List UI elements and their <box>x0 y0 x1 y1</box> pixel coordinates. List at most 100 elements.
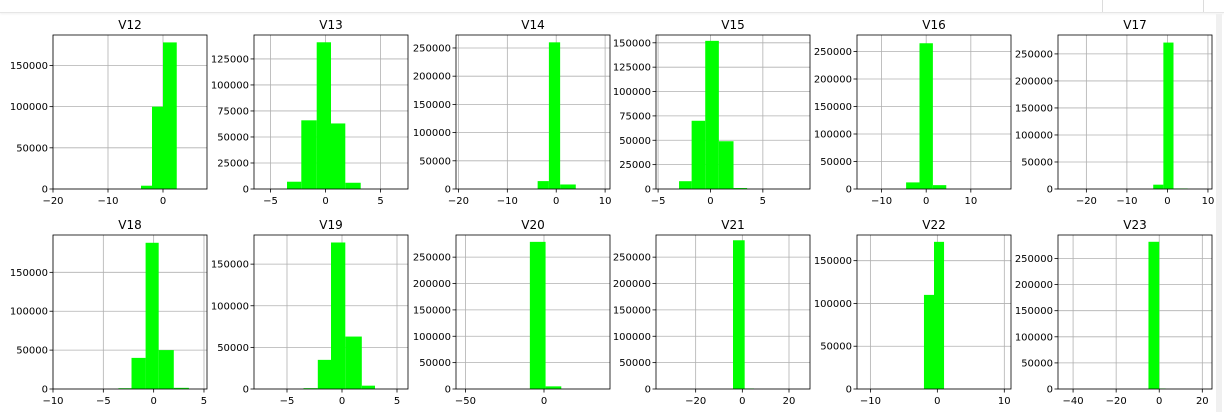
chart-title: V14 <box>521 18 544 32</box>
scrollbar[interactable] <box>1216 14 1222 412</box>
chart-title: V19 <box>319 218 342 232</box>
histogram-bar <box>718 141 734 189</box>
histogram-bar <box>529 241 546 389</box>
x-tick-label: 5 <box>377 196 383 207</box>
y-tick-label: 150000 <box>10 268 48 279</box>
x-tick-label: 0 <box>322 196 328 207</box>
x-tick-label: 10 <box>964 196 977 207</box>
histogram-bar <box>1153 184 1164 189</box>
y-tick-label: 150000 <box>10 61 48 72</box>
axes-frame <box>1057 34 1213 190</box>
y-tick-label: 100000 <box>413 332 451 343</box>
axes-frame <box>856 34 1012 190</box>
histogram-bar <box>733 188 748 189</box>
y-tick-label: 100000 <box>613 332 651 343</box>
y-tick-label: 250000 <box>413 43 451 54</box>
histogram-v22: −10 0 10 0 50000 100000 150000 V22 <box>814 218 1012 407</box>
histogram-v19: −5 0 5 0 50000 100000 150000 V19 <box>211 218 409 407</box>
histogram-bar <box>345 336 362 389</box>
histogram-bar <box>932 185 947 189</box>
y-tick-label: 150000 <box>1015 306 1053 317</box>
x-tick-label: 0 <box>739 396 745 407</box>
y-tick-label: 200000 <box>613 279 651 290</box>
y-tick-label: 25000 <box>619 160 651 171</box>
y-tick-label: 100000 <box>211 80 249 91</box>
axes-frame <box>52 234 208 390</box>
x-tick-label: −10 <box>497 196 518 207</box>
y-tick-label: 100000 <box>211 301 249 312</box>
y-tick-label: 150000 <box>1015 103 1053 114</box>
x-tick-label: −20 <box>685 396 706 407</box>
x-tick-label: 0 <box>934 396 940 407</box>
x-tick-label: −5 <box>280 396 295 407</box>
y-tick-label: 50000 <box>1021 358 1053 369</box>
histogram-v12: −20 −10 0 0 50000 100000 150000 V12 <box>10 18 208 207</box>
y-tick-label: 0 <box>243 185 249 196</box>
chart-title: V18 <box>118 218 141 232</box>
y-tick-label: 0 <box>1047 185 1053 196</box>
x-tick-label: −20 <box>1106 396 1127 407</box>
histogram-bar <box>691 120 706 189</box>
y-tick-label: 0 <box>645 385 651 396</box>
histogram-v20: −50 0 0 50000 100000 150000 200000 250000 V20 <box>413 218 611 407</box>
y-tick-label: 150000 <box>613 305 651 316</box>
chart-title: V20 <box>521 218 544 232</box>
histogram-bar <box>158 350 174 389</box>
chart-title: V16 <box>922 18 945 32</box>
histogram-bar <box>331 123 346 189</box>
x-tick-label: −20 <box>42 196 63 207</box>
histogram-bar <box>906 182 920 189</box>
y-tick-label: 150000 <box>814 102 852 113</box>
y-tick-label: 100000 <box>814 299 852 310</box>
x-tick-label: −10 <box>860 396 881 407</box>
y-tick-label: 50000 <box>217 132 249 143</box>
toolbar-tab[interactable] <box>1102 0 1204 12</box>
y-tick-label: 200000 <box>1015 280 1053 291</box>
y-tick-label: 150000 <box>814 256 852 267</box>
histogram-bar <box>1148 241 1160 389</box>
histogram-bar <box>919 43 933 189</box>
axes-frame <box>1057 234 1213 390</box>
y-tick-label: 75000 <box>619 111 651 122</box>
x-tick-label: −5 <box>651 196 666 207</box>
y-tick-label: 50000 <box>419 156 451 167</box>
x-tick-label: −10 <box>1116 196 1137 207</box>
x-tick-label: 5 <box>760 196 766 207</box>
histogram-bar <box>331 242 346 389</box>
histogram-bar <box>301 120 317 189</box>
x-tick-label: 0 <box>339 396 345 407</box>
y-tick-label: 50000 <box>16 346 48 357</box>
chart-title: V17 <box>1123 18 1146 32</box>
y-tick-label: 0 <box>42 385 48 396</box>
histogram-v17: −20 −10 0 10 0 50000 100000 150000 200000 250000 V… <box>1015 18 1215 207</box>
histogram-bar <box>934 241 945 389</box>
y-tick-label: 100000 <box>814 130 852 141</box>
x-tick-label: 10 <box>998 396 1011 407</box>
y-tick-label: 150000 <box>413 100 451 111</box>
histogram-bar <box>361 385 375 389</box>
histogram-bar <box>173 387 189 389</box>
y-tick-label: 200000 <box>814 75 852 86</box>
histogram-bar <box>548 42 561 190</box>
histogram-bar <box>733 240 745 389</box>
y-tick-label: 100000 <box>1015 130 1053 141</box>
y-tick-label: 250000 <box>1015 49 1053 60</box>
x-tick-label: 10 <box>599 196 612 207</box>
y-tick-label: 50000 <box>619 136 651 147</box>
y-tick-label: 100000 <box>613 87 651 98</box>
chart-title: V15 <box>721 18 744 32</box>
chart-title: V23 <box>1123 218 1146 232</box>
x-tick-label: 5 <box>394 396 400 407</box>
y-tick-label: 75000 <box>217 106 249 117</box>
histogram-bar <box>152 106 163 189</box>
y-tick-label: 250000 <box>1015 254 1053 265</box>
y-tick-label: 50000 <box>419 358 451 369</box>
chart-title: V12 <box>118 18 141 32</box>
top-toolbar <box>0 0 1224 13</box>
histogram-bar <box>316 42 331 189</box>
x-tick-label: −50 <box>455 396 476 407</box>
histogram-v23: −40 −20 0 20 0 50000 100000 150000 200000 250000 V… <box>1015 218 1213 407</box>
x-tick-label: −10 <box>871 196 892 207</box>
histogram-v13: −5 0 5 0 25000 50000 75000 100000 125000 V13 <box>211 18 409 207</box>
histogram-v16: −10 0 10 0 50000 100000 150000 200000 250000 V16 <box>814 18 1012 207</box>
